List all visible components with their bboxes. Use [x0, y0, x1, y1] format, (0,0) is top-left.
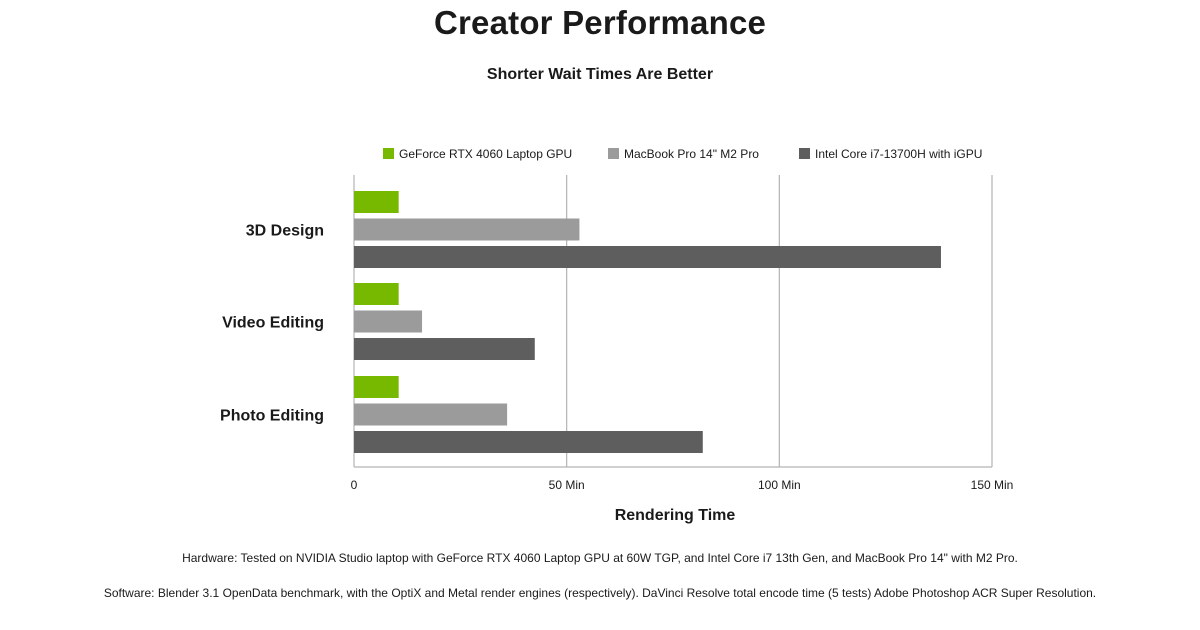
x-tick-label: 150 Min: [971, 478, 1014, 492]
legend-label: MacBook Pro 14" M2 Pro: [624, 147, 759, 161]
bar-video-editing-macbook-pro-14-m2-pro: [354, 310, 423, 333]
bar-3d-design-macbook-pro-14-m2-pro: [354, 218, 580, 241]
x-axis-label: Rendering Time: [615, 507, 736, 524]
bar-3d-design-intel-core-i7-13700h-with-igpu: [354, 246, 941, 268]
bar-photo-editing-geforce-rtx-4060-laptop-gpu: [354, 376, 399, 398]
bars: [354, 191, 941, 453]
legend-swatch: [608, 148, 619, 159]
x-tick-label: 100 Min: [758, 478, 801, 492]
hardware-footnote: Hardware: Tested on NVIDIA Studio laptop…: [182, 551, 1018, 565]
chart-title: Creator Performance: [433, 4, 767, 41]
x-tick-label: 0: [351, 478, 358, 492]
legend-item: GeForce RTX 4060 Laptop GPU: [383, 147, 572, 161]
legend-item: MacBook Pro 14" M2 Pro: [608, 147, 759, 161]
chart-subtitle: Shorter Wait Times Are Better: [486, 66, 714, 83]
x-tick-label: 50 Min: [549, 478, 585, 492]
legend: GeForce RTX 4060 Laptop GPU MacBook Pro 1…: [383, 147, 982, 161]
category-labels: 3D Design Video Editing Photo Editing: [220, 223, 324, 425]
bar-video-editing-geforce-rtx-4060-laptop-gpu: [354, 283, 399, 305]
bar-3d-design-geforce-rtx-4060-laptop-gpu: [354, 191, 399, 213]
category-label: Video Editing: [222, 315, 324, 332]
bar-photo-editing-macbook-pro-14-m2-pro: [354, 403, 508, 426]
legend-item: Intel Core i7-13700H with iGPU: [799, 147, 982, 161]
category-label: 3D Design: [246, 223, 324, 240]
legend-swatch: [383, 148, 394, 159]
bar-video-editing-intel-core-i7-13700h-with-igpu: [354, 338, 535, 360]
legend-label: Intel Core i7-13700H with iGPU: [815, 147, 982, 161]
x-tick-labels: 0 50 Min 100 Min 150 Min: [351, 478, 1014, 492]
bar-chart: GeForce RTX 4060 Laptop GPU MacBook Pro 1…: [220, 147, 1014, 524]
bar-photo-editing-intel-core-i7-13700h-with-igpu: [354, 431, 703, 453]
legend-label: GeForce RTX 4060 Laptop GPU: [399, 147, 572, 161]
software-footnote: Software: Blender 3.1 OpenData benchmark…: [103, 586, 1097, 600]
category-label: Photo Editing: [220, 408, 324, 425]
legend-swatch: [799, 148, 810, 159]
